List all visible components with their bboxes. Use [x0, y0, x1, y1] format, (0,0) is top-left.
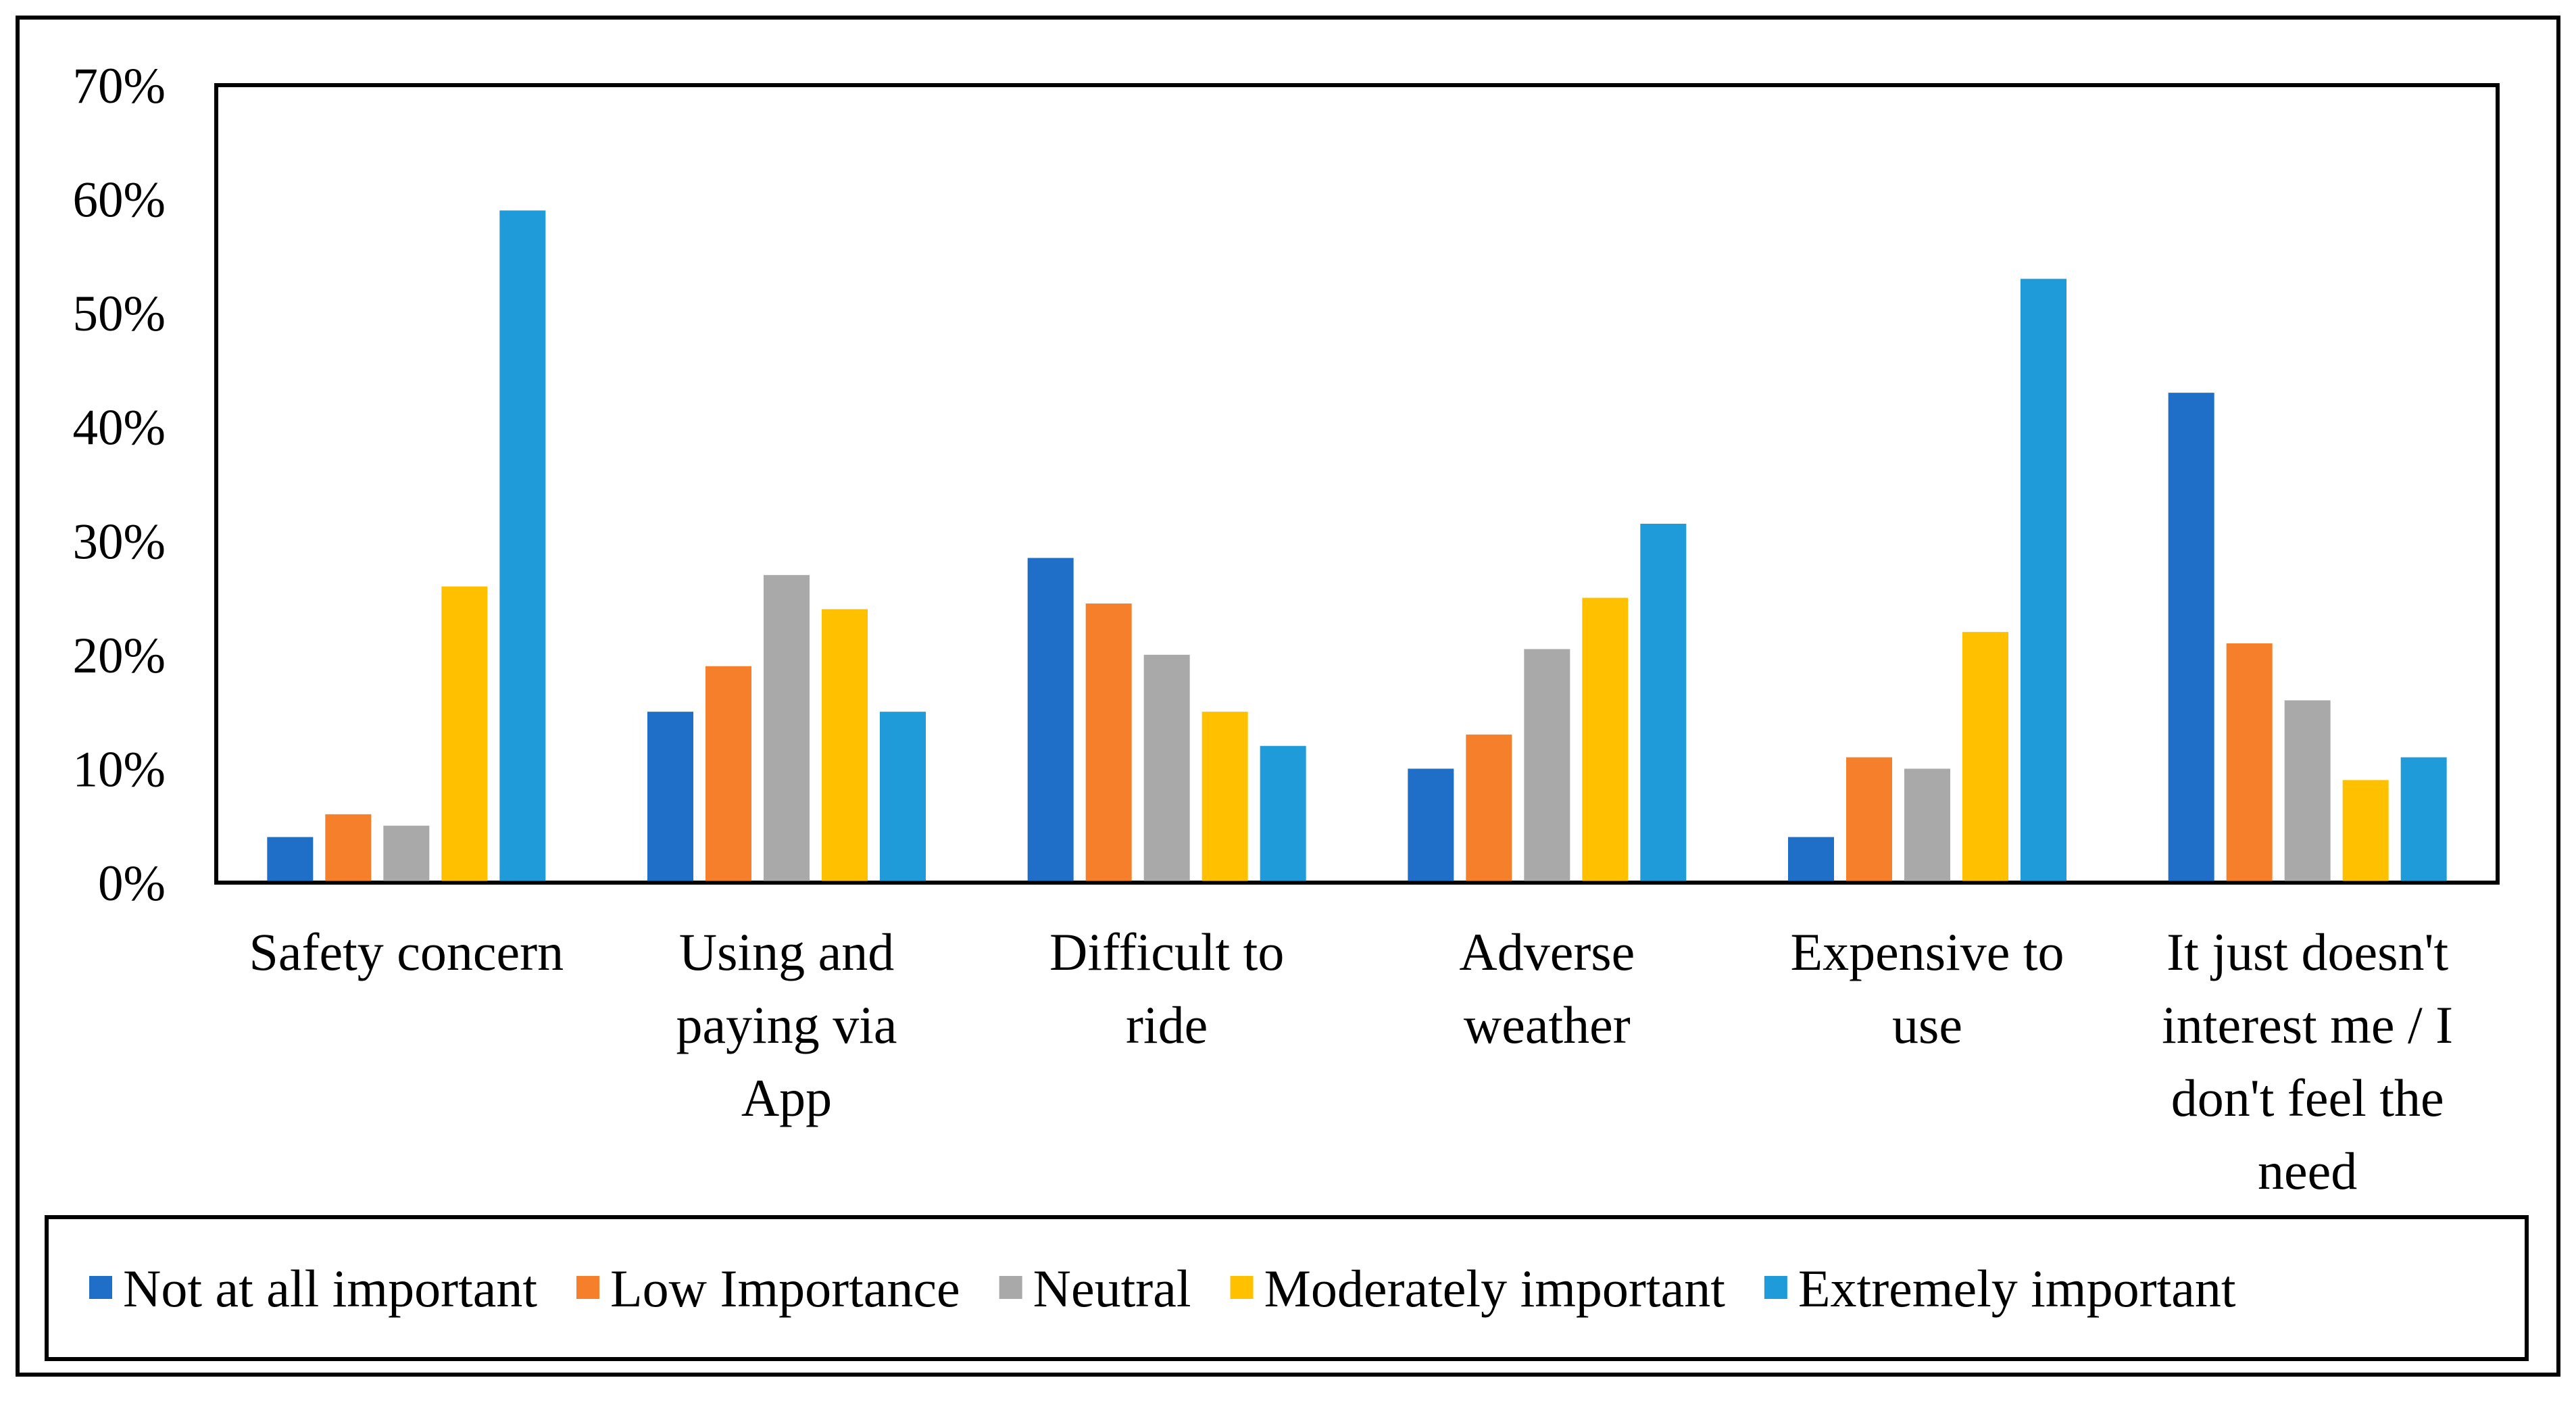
x-category-label: don't feel the	[2171, 1068, 2444, 1127]
y-tick-label: 70%	[73, 58, 166, 114]
bar	[441, 586, 488, 883]
x-axis-labels: Safety concern Using and paying via App Diff…	[249, 922, 2454, 1200]
bar	[2021, 278, 2066, 883]
legend-label: Moderately important	[1264, 1259, 1726, 1318]
y-tick-label: 60%	[73, 172, 166, 228]
bar	[267, 837, 314, 883]
bar	[2400, 757, 2447, 883]
legend-swatch	[576, 1276, 600, 1299]
x-category-label: Using and	[679, 922, 894, 981]
bar	[1202, 712, 1248, 883]
bar	[2342, 780, 2389, 883]
legend-label: Not at all important	[123, 1259, 537, 1318]
legend-label: Low Importance	[610, 1259, 960, 1318]
x-category-label: It just doesn't	[2166, 922, 2448, 981]
y-tick-label: 20%	[73, 628, 166, 684]
legend-box	[45, 1215, 2529, 1361]
legend-swatch	[999, 1276, 1022, 1299]
bar	[880, 712, 926, 883]
y-tick-label: 50%	[73, 286, 166, 342]
x-category-label: ride	[1126, 995, 1208, 1054]
bar	[1260, 745, 1306, 883]
bar	[647, 712, 693, 883]
x-category-label: paying via	[676, 995, 897, 1054]
bar	[1904, 768, 1950, 883]
bar	[2226, 643, 2273, 883]
bar	[383, 825, 430, 883]
y-tick-label: 40%	[73, 400, 166, 456]
x-category-label: Expensive to	[1790, 922, 2064, 981]
bar	[1788, 837, 1834, 883]
x-category-label: App	[741, 1068, 832, 1127]
legend-swatch	[1764, 1276, 1787, 1299]
bar	[1962, 632, 2008, 883]
bar	[1085, 604, 1132, 883]
bar	[822, 609, 868, 883]
bar	[1027, 558, 1074, 883]
bar	[499, 210, 546, 883]
y-axis: 0% 10% 20% 30% 40% 50% 60% 70%	[73, 58, 166, 912]
y-tick-label: 0%	[98, 856, 166, 912]
bar	[325, 814, 372, 883]
bar	[2168, 393, 2214, 883]
bar	[2284, 700, 2331, 883]
legend-swatch	[89, 1276, 112, 1299]
y-tick-label: 30%	[73, 514, 166, 570]
legend-label: Extremely important	[1798, 1259, 2236, 1318]
legend-swatch	[1230, 1276, 1254, 1299]
legend: Not at all important Low Importance Neutra…	[89, 1259, 2236, 1318]
x-category-label: weather	[1464, 995, 1631, 1054]
x-category-label: use	[1892, 995, 1962, 1054]
bar	[1466, 734, 1512, 883]
bar	[1582, 597, 1629, 883]
x-category-label: need	[2258, 1141, 2357, 1200]
x-category-label: interest me / I	[2162, 995, 2453, 1054]
bars	[267, 210, 2447, 883]
bar	[764, 574, 810, 883]
bar	[705, 666, 751, 883]
legend-label: Neutral	[1033, 1259, 1191, 1318]
bar	[1524, 649, 1570, 883]
bar	[1408, 768, 1454, 883]
x-category-label: Adverse	[1459, 922, 1635, 981]
bar	[1640, 524, 1687, 883]
x-category-label: Difficult to	[1049, 922, 1284, 981]
y-tick-label: 10%	[73, 741, 166, 797]
outer-frame	[16, 16, 2560, 1377]
bar	[1143, 654, 1190, 883]
bar	[1846, 757, 1892, 883]
x-category-label: Safety concern	[249, 922, 564, 981]
